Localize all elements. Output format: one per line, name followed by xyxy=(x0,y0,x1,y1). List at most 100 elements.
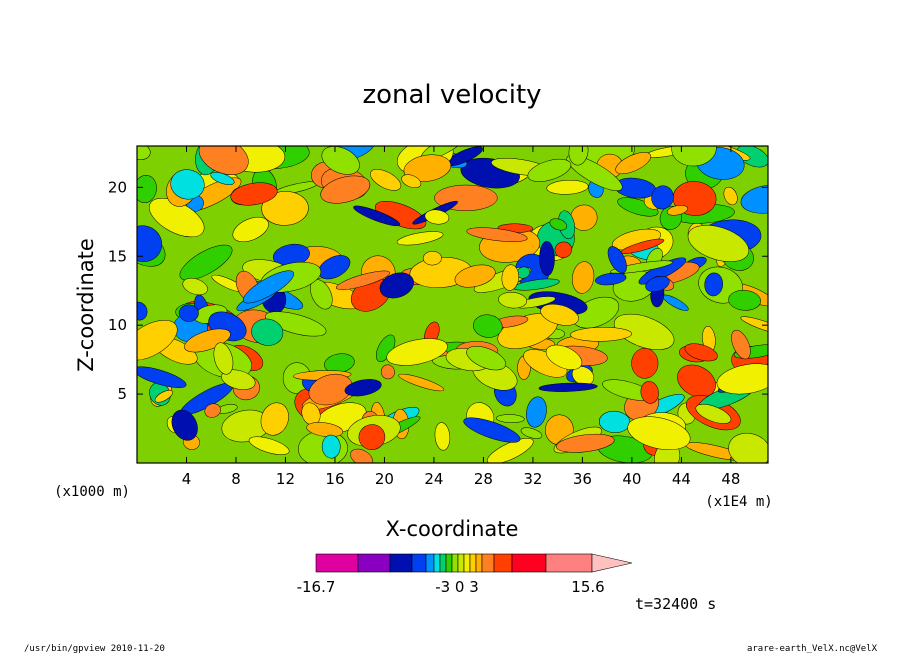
contour-blob xyxy=(556,433,615,453)
contour-blob xyxy=(171,409,198,441)
contour-blob xyxy=(728,432,768,463)
x-tick-label: 36 xyxy=(573,470,592,488)
x-tick-label: 40 xyxy=(622,470,641,488)
colorbar-segment xyxy=(451,553,459,573)
contour-blob xyxy=(154,390,173,403)
contour-blob xyxy=(182,277,208,296)
colorbar-segment xyxy=(469,553,477,573)
contour-blob xyxy=(350,448,373,463)
contour-blob xyxy=(454,264,496,288)
x-tick-label: 28 xyxy=(474,470,493,488)
contour-blob xyxy=(137,301,148,321)
contour-blob xyxy=(716,363,768,395)
contour-blob xyxy=(466,227,528,242)
colorbar-segment xyxy=(463,553,471,573)
contour-blob xyxy=(545,344,583,370)
contour-blob xyxy=(731,329,751,360)
contour-blob xyxy=(221,369,256,390)
contour-blob xyxy=(595,272,627,286)
contour-blob xyxy=(321,434,341,459)
contour-blob xyxy=(320,175,371,204)
contour-blob xyxy=(740,316,768,336)
y-axis-label: Z-coordinate xyxy=(74,238,98,372)
contour-blob xyxy=(615,152,652,175)
contour-blob xyxy=(184,328,231,353)
contour-blob xyxy=(251,318,284,346)
contour-blob xyxy=(178,304,199,322)
contour-blob xyxy=(498,292,528,309)
contour-blob xyxy=(651,185,674,210)
x-unit-label: (x1E4 m) xyxy=(705,494,772,510)
contour-blob xyxy=(204,403,221,418)
contour-blob xyxy=(248,436,290,455)
x-tick-label: 12 xyxy=(276,470,295,488)
colorbar-segment xyxy=(315,553,359,573)
contour-blob xyxy=(422,251,442,266)
contour-blob xyxy=(466,345,507,371)
x-tick-label: 32 xyxy=(523,470,542,488)
contour-blob xyxy=(380,364,395,380)
contour-blob xyxy=(370,169,402,191)
contour-blob xyxy=(570,327,632,342)
x-tick-label: 48 xyxy=(721,470,740,488)
contour-blob xyxy=(695,404,732,424)
contour-blob xyxy=(704,272,723,297)
contour-blob xyxy=(137,366,187,388)
contour-blob xyxy=(677,364,716,398)
colorbar-segment xyxy=(433,553,441,573)
contour-blob xyxy=(572,261,595,294)
contour-blob xyxy=(401,174,422,189)
colorbar-segment xyxy=(357,553,391,573)
contour-blob xyxy=(424,209,450,225)
contour-blob xyxy=(379,272,414,299)
contour-blob xyxy=(137,146,151,160)
time-label: t=32400 s xyxy=(635,595,716,613)
x-tick-label: 44 xyxy=(672,470,691,488)
chart-title: zonal velocity xyxy=(362,80,541,110)
contour-blob xyxy=(170,169,205,200)
contour-blob xyxy=(549,218,568,231)
contour-blob xyxy=(210,172,235,185)
contour-blob xyxy=(723,186,738,206)
contour-blob xyxy=(179,244,233,281)
contour-blob xyxy=(526,396,547,428)
y-tick-label: 15 xyxy=(108,247,127,265)
contour-blob xyxy=(306,422,344,438)
contour-blob xyxy=(403,154,452,182)
colorbar xyxy=(315,553,633,573)
contour-blob xyxy=(396,231,444,246)
contour-blob xyxy=(540,303,579,326)
contour-blob xyxy=(473,314,503,338)
contour-blob xyxy=(213,342,234,375)
contour-blob xyxy=(538,382,598,392)
heatmap-blobs xyxy=(137,146,768,463)
contour-blob xyxy=(554,241,573,258)
x-tick-label: 24 xyxy=(424,470,443,488)
contour-blob xyxy=(230,182,278,206)
y-tick-label: 20 xyxy=(108,178,127,196)
contour-blob xyxy=(539,240,555,276)
contour-blob xyxy=(645,276,670,292)
contour-blob xyxy=(137,175,157,203)
contour-blob xyxy=(728,290,761,311)
colorbar-extension-arrow xyxy=(591,553,633,573)
contour-blob xyxy=(487,438,534,463)
contour-blob xyxy=(546,179,589,195)
contour-blob xyxy=(671,146,717,167)
colorbar-label-mid: -3 0 3 xyxy=(435,578,479,596)
y-unit-label: (x1000 m) xyxy=(54,484,130,500)
colorbar-segment xyxy=(493,553,513,573)
contour-blob xyxy=(527,158,572,182)
contour-blob xyxy=(684,343,718,362)
colorbar-label-min: -16.7 xyxy=(297,578,336,596)
contour-blob xyxy=(261,191,309,226)
contour-blob xyxy=(434,422,451,451)
colorbar-segment xyxy=(411,553,427,573)
y-tick-label: 5 xyxy=(117,385,127,403)
x-axis-ticks: 4 8 12 16 20 24 28 32 36 40 44 48 xyxy=(182,146,740,488)
contour-blob xyxy=(501,264,519,291)
contour-blob xyxy=(386,338,448,366)
contour-blob xyxy=(496,414,525,423)
contour-blob xyxy=(321,146,360,175)
